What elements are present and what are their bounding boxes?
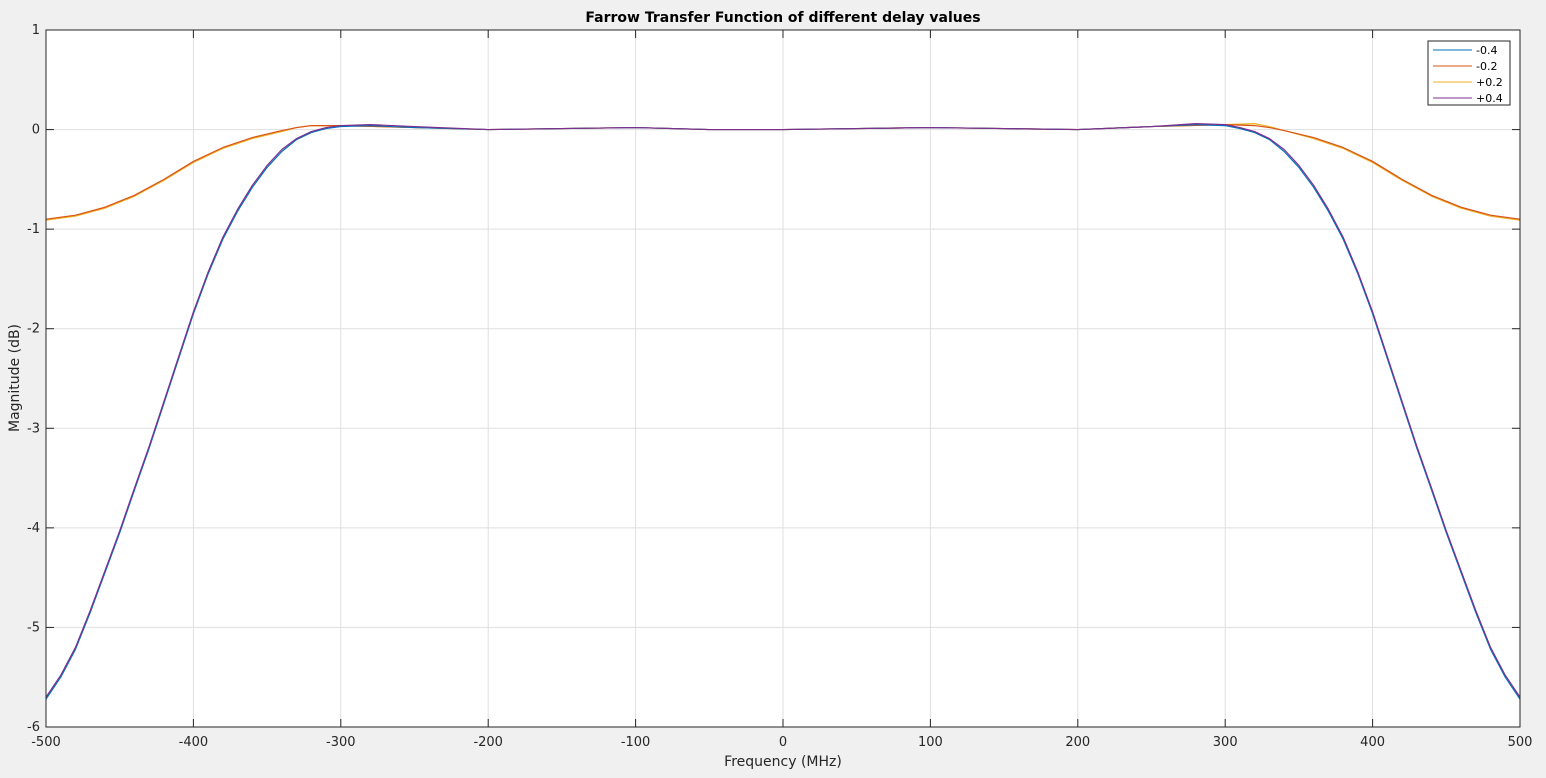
x-tick-label: 500 (1508, 735, 1533, 750)
y-axis-label: Magnitude (dB) (7, 324, 23, 432)
x-tick-label: 300 (1213, 735, 1238, 750)
legend-box (1427, 40, 1511, 106)
ticks (45, 29, 1521, 728)
legend-label-neg02: -0.2 (1476, 60, 1497, 73)
y-tick-label: -3 (27, 421, 40, 436)
tick-labels: -500 -400 -300 -200 -100 0 100 200 300 400 500 -6 -5… (27, 23, 1532, 750)
series-layer (45, 123, 1521, 700)
x-tick-label: -200 (473, 735, 503, 750)
x-tick-label: 100 (918, 735, 943, 750)
legend-label-pos04: +0.4 (1476, 92, 1503, 105)
y-tick-label: 0 (32, 123, 40, 138)
x-tick-label: 0 (779, 735, 787, 750)
x-tick-label: 400 (1360, 735, 1385, 750)
legend-label-pos02: +0.2 (1476, 76, 1503, 89)
legend-label-neg04: -0.4 (1476, 44, 1497, 57)
x-tick-label: -500 (31, 735, 61, 750)
x-axis-label: Frequency (MHz) (724, 754, 842, 770)
y-tick-label: -2 (27, 322, 40, 337)
y-tick-label: -6 (27, 720, 40, 735)
chart-title: Farrow Transfer Function of different de… (585, 10, 980, 26)
y-tick-label: -5 (27, 620, 40, 635)
x-tick-label: -100 (621, 735, 651, 750)
legend: -0.4 -0.2 +0.2 +0.4 (1427, 40, 1511, 106)
y-tick-label: -1 (27, 222, 40, 237)
series-line-3 (45, 123, 1521, 698)
x-tick-label: -400 (179, 735, 209, 750)
x-tick-label: 200 (1065, 735, 1090, 750)
y-tick-label: -4 (27, 521, 40, 536)
x-tick-label: -300 (326, 735, 356, 750)
y-tick-label: 1 (32, 23, 40, 38)
